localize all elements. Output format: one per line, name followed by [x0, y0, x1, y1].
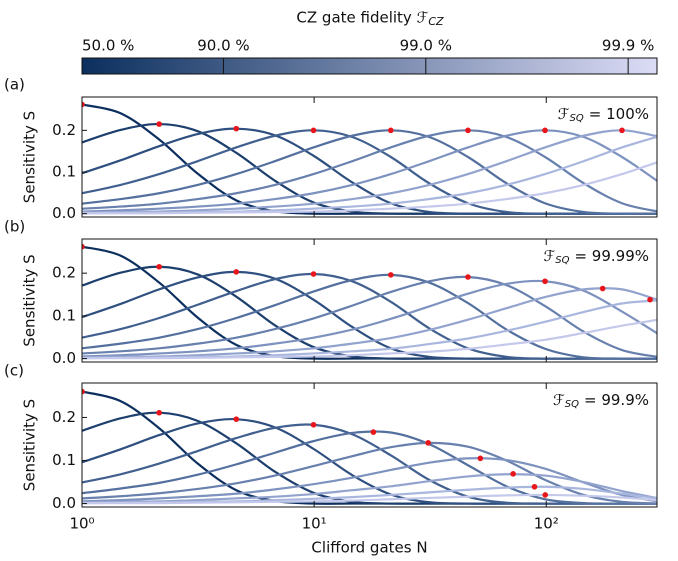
- peak-dot: [82, 243, 85, 250]
- curve: [82, 129, 657, 215]
- colorbar: [81, 57, 658, 75]
- curve: [82, 299, 657, 360]
- panel-label: (a): [4, 76, 25, 94]
- curve: [82, 473, 657, 504]
- peak-dot: [465, 127, 471, 134]
- curve: [82, 272, 657, 360]
- panel-label: (c): [4, 362, 24, 380]
- axes-frame: [81, 382, 658, 508]
- curve: [82, 279, 657, 358]
- y-tick-label: 0.0: [52, 494, 76, 512]
- x-tick-label: 10⁰: [69, 515, 94, 533]
- peak-dot: [310, 271, 317, 277]
- plot-area: [82, 101, 657, 215]
- peak-dot: [82, 388, 85, 395]
- curve: [82, 287, 657, 359]
- peak-dot: [542, 127, 548, 134]
- peak-dot: [370, 429, 377, 435]
- peak-dot: [156, 263, 162, 270]
- annotation-part: ℱ: [558, 105, 570, 123]
- peak-dot: [599, 285, 606, 292]
- y-axis-label: Sensitivity S: [21, 399, 39, 491]
- peak-dot: [531, 483, 538, 490]
- peak-dot: [233, 416, 240, 422]
- peak-dot: [310, 127, 317, 134]
- peak-dot: [465, 274, 471, 280]
- annotation: ℱSQ = 100%: [558, 105, 649, 125]
- peak-dot: [477, 455, 484, 462]
- peak-dot: [510, 471, 516, 477]
- peak-dot: [619, 127, 625, 134]
- y-tick-label: 0.1: [52, 451, 76, 469]
- peak-dot: [542, 492, 549, 498]
- y-tick-label: 0.0: [52, 349, 76, 367]
- colorbar-tick-label: 50.0 %: [82, 37, 134, 55]
- annotation-part: ℱ: [553, 391, 565, 409]
- annotation-part: = 99.9%: [584, 391, 649, 409]
- plot-area: [82, 388, 657, 505]
- peak-dot: [233, 269, 240, 275]
- curve: [82, 129, 657, 213]
- peak-dot: [647, 296, 653, 303]
- peak-dot: [542, 278, 548, 285]
- annotation-part: ℱ: [543, 247, 555, 265]
- curve: [82, 275, 657, 358]
- colorbar-label-sub: CZ: [428, 15, 444, 28]
- curve: [82, 129, 657, 214]
- x-tick-label: 10²: [534, 515, 559, 533]
- peak-dot: [156, 121, 162, 127]
- annotation: ℱSQ = 99.99%: [543, 247, 649, 267]
- peak-dot: [233, 125, 240, 132]
- peak-dot: [82, 101, 85, 108]
- peak-dot: [310, 421, 317, 428]
- curve: [82, 129, 657, 213]
- curve: [82, 129, 657, 215]
- y-tick-label: 0.1: [52, 306, 76, 324]
- curve: [82, 265, 657, 360]
- plot-area: [82, 243, 657, 360]
- colorbar-tick-label: 99.9 %: [602, 37, 654, 55]
- y-axis-label: Sensitivity S: [21, 111, 39, 203]
- y-tick-label: 0.2: [52, 264, 76, 282]
- y-tick-label: 0.2: [52, 121, 76, 139]
- annotation-part: SQ: [555, 255, 569, 266]
- curve: [82, 161, 657, 215]
- curve: [82, 318, 657, 360]
- annotation-part: = 99.99%: [574, 247, 649, 265]
- peak-dot: [388, 272, 394, 278]
- axes-frame: [81, 238, 658, 363]
- axes-frame: [81, 96, 658, 218]
- x-axis-label: Clifford gates N: [311, 539, 427, 557]
- y-axis-label: Sensitivity S: [21, 254, 39, 346]
- peak-dot: [156, 409, 162, 416]
- annotation-part: = 100%: [589, 105, 649, 123]
- y-tick-label: 0.1: [52, 163, 76, 181]
- y-tick-label: 0.2: [52, 408, 76, 426]
- colorbar-label: CZ gate fidelity ℱCZ: [296, 9, 444, 29]
- curve: [82, 411, 657, 505]
- peak-dot: [425, 440, 431, 446]
- curve: [82, 457, 657, 503]
- colorbar-tick-label: 90.0 %: [197, 37, 249, 55]
- annotation-part: SQ: [570, 113, 584, 124]
- curve: [82, 273, 657, 360]
- peak-dot: [388, 127, 394, 134]
- colorbar-tick-label: 99.0 %: [400, 37, 452, 55]
- annotation-part: SQ: [565, 399, 579, 410]
- y-tick-label: 0.0: [52, 204, 76, 222]
- panel-label: (b): [4, 218, 25, 236]
- curve: [82, 423, 657, 505]
- curve: [82, 493, 657, 505]
- annotation: ℱSQ = 99.9%: [553, 391, 649, 411]
- x-tick-label: 10¹: [302, 515, 327, 533]
